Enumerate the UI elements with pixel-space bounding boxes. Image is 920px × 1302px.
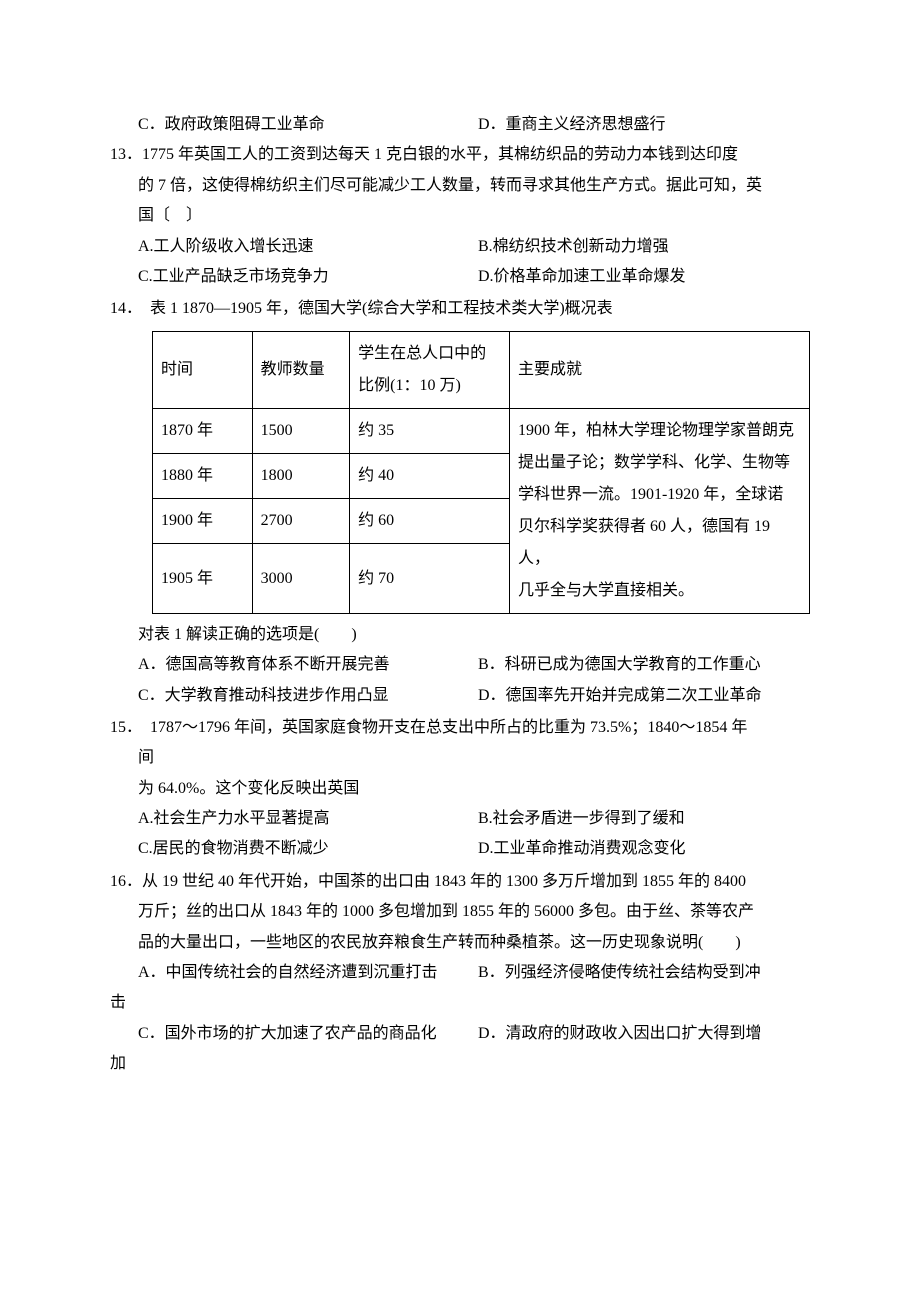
q15-option-d: D.工业革命推动消费观念变化 <box>478 834 810 864</box>
question-14: 14． 表 1 1870—1905 年，德国大学(综合大学和工程技术类大学)概况… <box>110 294 810 711</box>
q14-option-d: D．德国率先开始并完成第二次工业革命 <box>478 681 810 711</box>
q14-option-a: A．德国高等教育体系不断开展完善 <box>138 650 478 680</box>
cell-teachers: 3000 <box>252 544 350 613</box>
q14-options-row1: A．德国高等教育体系不断开展完善 B．科研已成为德国大学教育的工作重心 <box>110 650 810 680</box>
question-13: 13．1775 年英国工人的工资到达每天 1 克白银的水平，其棉纺织品的劳动力本… <box>110 140 810 292</box>
q14-option-c: C．大学教育推动科技进步作用凸显 <box>138 681 478 711</box>
q14-options-row2: C．大学教育推动科技进步作用凸显 D．德国率先开始并完成第二次工业革命 <box>110 681 810 711</box>
col-header-ratio: 学生在总人口中的比例(1：10 万) <box>350 331 510 408</box>
q13-stem-line3: 国〔 〕 <box>110 201 810 231</box>
q15-option-c: C.居民的食物消费不断减少 <box>138 834 478 864</box>
question-16: 16．从 19 世纪 40 年代开始，中国茶的出口由 1843 年的 1300 … <box>110 867 810 1080</box>
question-15: 15． 1787～1796 年间，英国家庭食物开支在总支出中所占的比重为 73.… <box>110 713 810 865</box>
col-header-time: 时间 <box>153 331 253 408</box>
q15-options-row2: C.居民的食物消费不断减少 D.工业革命推动消费观念变化 <box>110 834 810 864</box>
q16-option-b: B．列强经济侵略使传统社会结构受到冲 <box>478 958 810 988</box>
q15-stem-line3: 为 64.0%。这个变化反映出英国 <box>110 774 810 804</box>
ach-line2: 提出量子论；数学学科、化学、生物等 <box>518 454 790 471</box>
q12-options-row2: C．政府政策阻碍工业革命 D．重商主义经济思想盛行 <box>110 110 810 140</box>
cell-ratio: 约 70 <box>350 544 510 613</box>
q13-stem-line2: 的 7 倍，这使得棉纺织主们尽可能减少工人数量，转而寻求其他生产方式。据此可知，… <box>110 171 810 201</box>
q15-option-b: B.社会矛盾进一步得到了缓和 <box>478 804 810 834</box>
q16-option-a: A．中国传统社会的自然经济遭到沉重打击 <box>138 958 478 988</box>
cell-time: 1870 年 <box>153 408 253 453</box>
ach-line4: 贝尔科学奖获得者 60 人，德国有 19 人， <box>518 518 770 567</box>
q14-post: 对表 1 解读正确的选项是( ) <box>110 620 810 650</box>
ach-line5: 几乎全与大学直接相关。 <box>518 582 694 599</box>
cell-time: 1905 年 <box>153 544 253 613</box>
q15-option-a: A.社会生产力水平显著提高 <box>138 804 478 834</box>
q13-option-b: B.棉纺织技术创新动力增强 <box>478 232 810 262</box>
q13-option-c: C.工业产品缺乏市场竞争力 <box>138 262 478 292</box>
ach-line3: 学科世界一流。1901-1920 年，全球诺 <box>518 486 783 503</box>
q14-option-b: B．科研已成为德国大学教育的工作重心 <box>478 650 810 680</box>
cell-ratio: 约 60 <box>350 499 510 544</box>
q13-stem-line1: 13．1775 年英国工人的工资到达每天 1 克白银的水平，其棉纺织品的劳动力本… <box>110 140 810 170</box>
q15-stem-line2: 间 <box>110 743 810 773</box>
ach-line1: 1900 年，柏林大学理论物理学家普朗克 <box>518 422 794 439</box>
col-header-teachers: 教师数量 <box>252 331 350 408</box>
q13-options-row1: A.工人阶级收入增长迅速 B.棉纺织技术创新动力增强 <box>110 232 810 262</box>
q14-stem: 14． 表 1 1870—1905 年，德国大学(综合大学和工程技术类大学)概况… <box>110 294 810 324</box>
cell-time: 1900 年 <box>153 499 253 544</box>
q12-option-c: C．政府政策阻碍工业革命 <box>138 110 478 140</box>
q13-options-row2: C.工业产品缺乏市场竞争力 D.价格革命加速工业革命爆发 <box>110 262 810 292</box>
q13-option-d: D.价格革命加速工业革命爆发 <box>478 262 810 292</box>
q16-options-row1: A．中国传统社会的自然经济遭到沉重打击 B．列强经济侵略使传统社会结构受到冲 <box>110 958 810 988</box>
q16-option-c: C．国外市场的扩大加速了农产品的商品化 <box>138 1019 478 1049</box>
q15-options-row1: A.社会生产力水平显著提高 B.社会矛盾进一步得到了缓和 <box>110 804 810 834</box>
cell-teachers: 2700 <box>252 499 350 544</box>
cell-ratio: 约 35 <box>350 408 510 453</box>
cell-ratio: 约 40 <box>350 453 510 498</box>
q13-option-a: A.工人阶级收入增长迅速 <box>138 232 478 262</box>
table-header-row: 时间 教师数量 学生在总人口中的比例(1：10 万) 主要成就 <box>153 331 810 408</box>
col-header-achievements: 主要成就 <box>509 331 809 408</box>
q16-options-row2: C．国外市场的扩大加速了农产品的商品化 D．清政府的财政收入因出口扩大得到增 <box>110 1019 810 1049</box>
q16-stem-line3: 品的大量出口，一些地区的农民放弃粮食生产转而种桑植茶。这一历史现象说明( ) <box>110 928 810 958</box>
table-row: 1870 年 1500 约 35 1900 年，柏林大学理论物理学家普朗克 提出… <box>153 408 810 453</box>
university-table: 时间 教师数量 学生在总人口中的比例(1：10 万) 主要成就 1870 年 1… <box>152 331 810 614</box>
q16-stem-line1: 16．从 19 世纪 40 年代开始，中国茶的出口由 1843 年的 1300 … <box>110 867 810 897</box>
cell-teachers: 1500 <box>252 408 350 453</box>
q16-option-d-cont: 加 <box>110 1049 810 1079</box>
cell-achievements: 1900 年，柏林大学理论物理学家普朗克 提出量子论；数学学科、化学、生物等 学… <box>509 408 809 613</box>
q15-stem-line1: 15． 1787～1796 年间，英国家庭食物开支在总支出中所占的比重为 73.… <box>110 713 810 743</box>
exam-page: C．政府政策阻碍工业革命 D．重商主义经济思想盛行 13．1775 年英国工人的… <box>0 0 920 1302</box>
q12-option-d: D．重商主义经济思想盛行 <box>478 110 810 140</box>
q16-option-d: D．清政府的财政收入因出口扩大得到增 <box>478 1019 810 1049</box>
q16-stem-line2: 万斤；丝的出口从 1843 年的 1000 多包增加到 1855 年的 5600… <box>110 897 810 927</box>
cell-teachers: 1800 <box>252 453 350 498</box>
q16-option-b-cont: 击 <box>110 988 810 1018</box>
cell-time: 1880 年 <box>153 453 253 498</box>
